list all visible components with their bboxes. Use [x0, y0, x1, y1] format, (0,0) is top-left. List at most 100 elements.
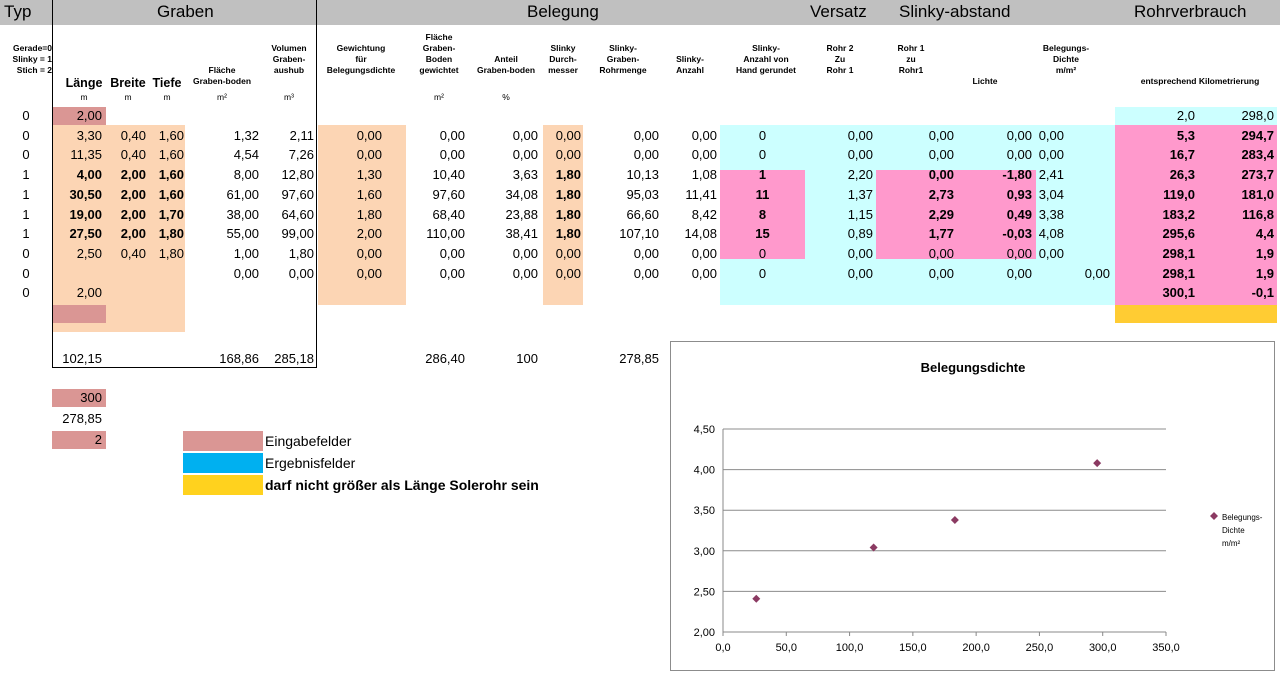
extra-value-1[interactable]: 300 [52, 389, 102, 407]
cell-laenge[interactable]: 30,50 [52, 186, 102, 204]
cell-gewichtung[interactable]: 0,00 [318, 245, 382, 263]
unit-volumen: m³ [262, 92, 316, 102]
cell-belegdichte: 3,04 [1032, 186, 1064, 204]
cell-typ[interactable]: 0 [0, 245, 52, 263]
cell-rohr1: 2,73 [876, 186, 954, 204]
cell-gewichtung[interactable]: 1,30 [318, 166, 382, 184]
cell-tiefe[interactable] [146, 265, 184, 283]
cell-laenge[interactable]: 19,00 [52, 206, 102, 224]
cell-slinky-d[interactable]: 0,00 [543, 265, 581, 283]
belegungsdichte-chart: Belegungsdichte 2,00 2,50 3,00 3,50 4,00 4,50 0… [670, 341, 1275, 671]
cell-breite[interactable]: 0,40 [102, 127, 146, 145]
cell-tiefe[interactable]: 1,60 [146, 166, 184, 184]
col-slinky-d-3: messer [543, 65, 583, 76]
cell-tiefe[interactable]: 1,60 [146, 127, 184, 145]
extra-value-3[interactable]: 2 [52, 431, 102, 449]
cell-slinky-hand[interactable]: 8 [720, 206, 805, 224]
col-belegdichte-1: Belegungs- [1036, 43, 1096, 54]
x-tick-label: 350,0 [1152, 642, 1180, 654]
legend-result-label: Ergebnisfelder [265, 454, 355, 472]
x-tick-label: 250,0 [1026, 642, 1054, 654]
cell-typ[interactable]: 1 [0, 225, 52, 243]
cell-rohrverbrauch-1: 2,0 [1115, 107, 1195, 125]
col-rohr2-2: Zu [820, 54, 860, 65]
extra-value-2: 278,85 [52, 410, 102, 428]
cell-tiefe[interactable]: 1,80 [146, 225, 184, 243]
cell-gewichtung[interactable]: 2,00 [318, 225, 382, 243]
cell-typ[interactable]: 0 [0, 284, 52, 302]
cell-slinky-hand[interactable]: 1 [720, 166, 805, 184]
cell-slinky-hand[interactable]: 0 [720, 245, 805, 263]
cell-slinky-hand[interactable]: 15 [720, 225, 805, 243]
cell-volumen: 7,26 [259, 146, 314, 164]
cell-typ[interactable]: 0 [0, 127, 52, 145]
cell-gewichtung[interactable]: 1,60 [318, 186, 382, 204]
cell-typ[interactable]: 1 [0, 186, 52, 204]
cell-breite[interactable]: 2,00 [102, 225, 146, 243]
cell-breite[interactable] [102, 265, 146, 283]
cell-rohr2: 1,37 [805, 186, 873, 204]
col-slinky-hand-1: Slinky- [728, 43, 804, 54]
cell-slinky-d[interactable]: 0,00 [543, 146, 581, 164]
cell-laenge[interactable]: 3,30 [52, 127, 102, 145]
cell-breite[interactable]: 2,00 [102, 166, 146, 184]
cell-slinky-anzahl: 0,00 [664, 265, 717, 283]
cell-slinky-d[interactable]: 1,80 [543, 166, 581, 184]
cell-tiefe[interactable]: 1,70 [146, 206, 184, 224]
input-cell-fill [52, 305, 106, 323]
cell-gewichtung[interactable]: 0,00 [318, 127, 382, 145]
cell-slinky-d[interactable]: 1,80 [543, 225, 581, 243]
cell-slinky-d[interactable]: 1,80 [543, 206, 581, 224]
cell-gewichtung[interactable]: 1,80 [318, 206, 382, 224]
col-anteil-2: Graben-boden [470, 65, 542, 76]
cell-slinky-d[interactable]: 1,80 [543, 186, 581, 204]
cell-laenge[interactable]: 4,00 [52, 166, 102, 184]
cell-gewichtung[interactable]: 0,00 [318, 146, 382, 164]
total-volumen: 285,18 [259, 350, 314, 368]
cell-slinky-d[interactable]: 0,00 [543, 127, 581, 145]
cell-gewichtung[interactable]: 0,00 [318, 265, 382, 283]
cell-laenge[interactable]: 2,00 [52, 107, 102, 125]
cell-laenge[interactable] [52, 265, 102, 283]
cell-lichte: 0,93 [954, 186, 1032, 204]
cell-typ[interactable]: 1 [0, 206, 52, 224]
cell-anteil: 3,63 [470, 166, 538, 184]
cell-tiefe[interactable]: 1,60 [146, 146, 184, 164]
cell-slinky-hand[interactable]: 0 [720, 146, 805, 164]
cell-typ[interactable]: 1 [0, 166, 52, 184]
cell-slinky-hand[interactable]: 0 [720, 265, 805, 283]
cell-laenge[interactable]: 2,50 [52, 245, 102, 263]
cell-slinky-hand[interactable]: 0 [720, 127, 805, 145]
cell-anteil: 0,00 [470, 146, 538, 164]
cell-typ[interactable]: 0 [0, 146, 52, 164]
cell-typ[interactable]: 0 [0, 265, 52, 283]
cell-laenge[interactable]: 27,50 [52, 225, 102, 243]
cell-laenge[interactable]: 11,35 [52, 146, 102, 164]
cell-slinky-hand[interactable]: 11 [720, 186, 805, 204]
col-anteil-1: Anteil [470, 54, 542, 65]
cell-belegdichte: 3,38 [1032, 206, 1064, 224]
cell-breite[interactable]: 0,40 [102, 245, 146, 263]
cell-flaeche: 8,00 [185, 166, 259, 184]
data-point [1093, 459, 1101, 467]
cell-typ[interactable]: 0 [0, 107, 52, 125]
cell-laenge[interactable]: 2,00 [52, 284, 102, 302]
cell-tiefe[interactable]: 1,60 [146, 186, 184, 204]
cell-rohr2: 0,00 [805, 245, 873, 263]
chart-svg: Belegungsdichte2,002,503,003,504,004,500… [671, 342, 1274, 670]
cell-breite[interactable]: 2,00 [102, 206, 146, 224]
cell-tiefe[interactable]: 1,80 [146, 245, 184, 263]
cell-rohrverbrauch-2: 181,0 [1195, 186, 1274, 204]
col-slinky-anzahl-2: Anzahl [667, 65, 713, 76]
header-graben: Graben [157, 2, 214, 22]
unit-flaeche: m² [188, 92, 256, 102]
x-tick-label: 150,0 [899, 642, 927, 654]
cell-anteil: 0,00 [470, 245, 538, 263]
cell-anteil: 0,00 [470, 127, 538, 145]
cell-breite[interactable]: 2,00 [102, 186, 146, 204]
cell-breite[interactable]: 0,40 [102, 146, 146, 164]
cell-slinky-d[interactable]: 0,00 [543, 245, 581, 263]
cell-rohrverbrauch-2: 1,9 [1195, 245, 1274, 263]
cell-volumen: 12,80 [259, 166, 314, 184]
x-tick-label: 0,0 [715, 642, 730, 654]
